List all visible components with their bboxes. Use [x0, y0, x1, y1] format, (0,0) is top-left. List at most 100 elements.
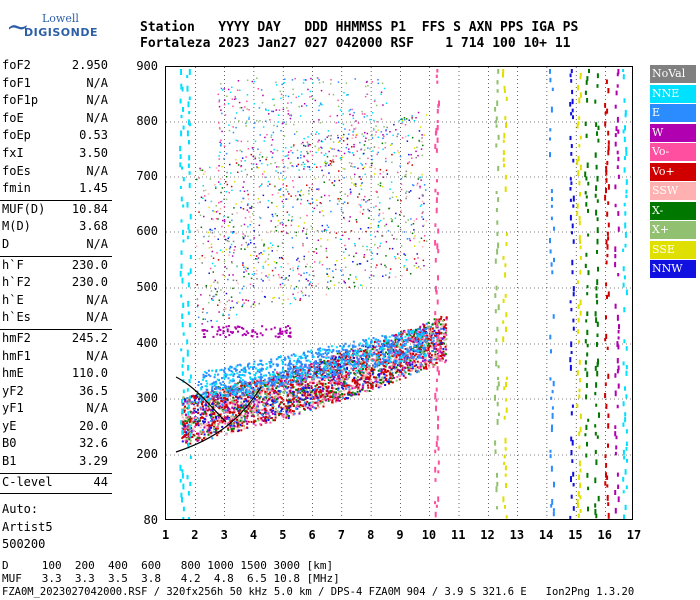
echo-dot — [340, 390, 343, 393]
echo-dot — [406, 366, 409, 369]
echo-dot — [230, 431, 233, 434]
echo-dot — [419, 340, 422, 343]
echo-dot — [288, 398, 291, 401]
echo-dot — [267, 388, 270, 391]
echo-dot — [292, 269, 294, 272]
echo-dot — [293, 372, 295, 375]
echo-dot — [216, 401, 219, 404]
echo-dot — [244, 235, 246, 237]
echo-dot — [401, 373, 403, 376]
echo-dot — [420, 148, 423, 150]
param-value: N/A — [86, 75, 108, 90]
echo-dot — [270, 408, 273, 411]
echo-dot — [337, 380, 340, 383]
echo-dot — [273, 392, 276, 395]
echo-dot — [203, 423, 206, 426]
echo-dot — [203, 433, 206, 436]
echo-dot — [250, 415, 253, 417]
echo-dot — [340, 386, 343, 389]
echo-dot — [290, 371, 293, 374]
echo-dot — [247, 299, 250, 302]
echo-dot — [222, 387, 225, 389]
echo-dot — [415, 117, 417, 119]
param-value: 3.68 — [79, 219, 108, 234]
param-value: 10.84 — [71, 201, 108, 216]
echo-dot — [298, 225, 300, 227]
echo-dot — [249, 407, 252, 410]
echo-dot — [374, 173, 376, 175]
echo-dot — [399, 228, 402, 231]
echo-dot — [345, 384, 348, 387]
echo-dot — [188, 401, 191, 404]
echo-dot — [198, 177, 200, 179]
echo-dot — [211, 262, 214, 265]
echo-dot — [367, 157, 369, 160]
echo-dot — [318, 380, 321, 383]
echo-dot — [329, 366, 332, 369]
echo-dot — [307, 369, 310, 372]
echo-dot — [356, 368, 359, 371]
echo-dot — [405, 221, 407, 224]
echo-dot — [207, 421, 210, 424]
echo-dot — [322, 368, 325, 371]
echo-dot — [298, 355, 301, 358]
echo-dot — [226, 183, 229, 186]
param-value: N/A — [86, 401, 108, 416]
echo-dot — [344, 368, 347, 371]
ionogram-plot[interactable] — [165, 66, 633, 520]
echo-dot — [338, 150, 341, 152]
echo-dot — [221, 398, 224, 401]
echo-dot — [238, 385, 241, 388]
echo-dot — [305, 359, 308, 362]
echo-dot — [402, 360, 405, 362]
echo-dot — [386, 346, 389, 349]
echo-dot — [417, 356, 420, 359]
echo-dot — [404, 376, 407, 379]
echo-dot — [219, 208, 222, 210]
echo-dot — [417, 257, 419, 259]
echo-dot — [208, 428, 211, 431]
echo-dot — [231, 261, 233, 263]
echo-dot — [355, 252, 357, 254]
echo-dot — [209, 429, 212, 432]
echo-dot — [213, 281, 215, 283]
echo-dot — [419, 331, 422, 334]
echo-dot — [401, 119, 404, 122]
echo-dot — [346, 366, 349, 369]
echo-dot — [229, 365, 232, 368]
echo-dot — [327, 345, 330, 348]
echo-dot — [255, 396, 258, 399]
echo-dot — [406, 267, 408, 270]
echo-dot — [431, 327, 434, 330]
echo-dot — [297, 403, 300, 406]
echo-dot — [228, 390, 231, 393]
echo-dot — [240, 395, 243, 398]
echo-dot — [335, 399, 338, 402]
echo-dot — [299, 391, 302, 394]
echo-dot — [278, 374, 281, 377]
echo-dot — [401, 355, 404, 358]
echo-dot — [393, 151, 395, 154]
echo-dot — [298, 405, 300, 408]
echo-dot — [219, 201, 222, 203]
echo-dot — [290, 195, 292, 197]
echo-dot — [317, 369, 320, 372]
echo-dot — [413, 345, 416, 348]
echo-dot — [428, 366, 431, 369]
echo-dot — [403, 353, 406, 356]
echo-dot — [253, 397, 256, 400]
echo-dot — [203, 392, 206, 395]
echo-dot — [216, 398, 219, 401]
echo-dot — [358, 383, 361, 386]
echo-dot — [268, 380, 271, 383]
echo-dot — [289, 408, 292, 411]
echo-dot — [309, 397, 312, 400]
echo-dot — [415, 339, 418, 342]
echo-dot — [217, 373, 220, 376]
echo-dot — [214, 395, 217, 398]
echo-dot — [382, 347, 385, 350]
echo-dot — [403, 265, 406, 267]
echo-dot — [236, 212, 238, 214]
echo-dot — [196, 305, 199, 308]
echo-dot — [290, 362, 293, 365]
